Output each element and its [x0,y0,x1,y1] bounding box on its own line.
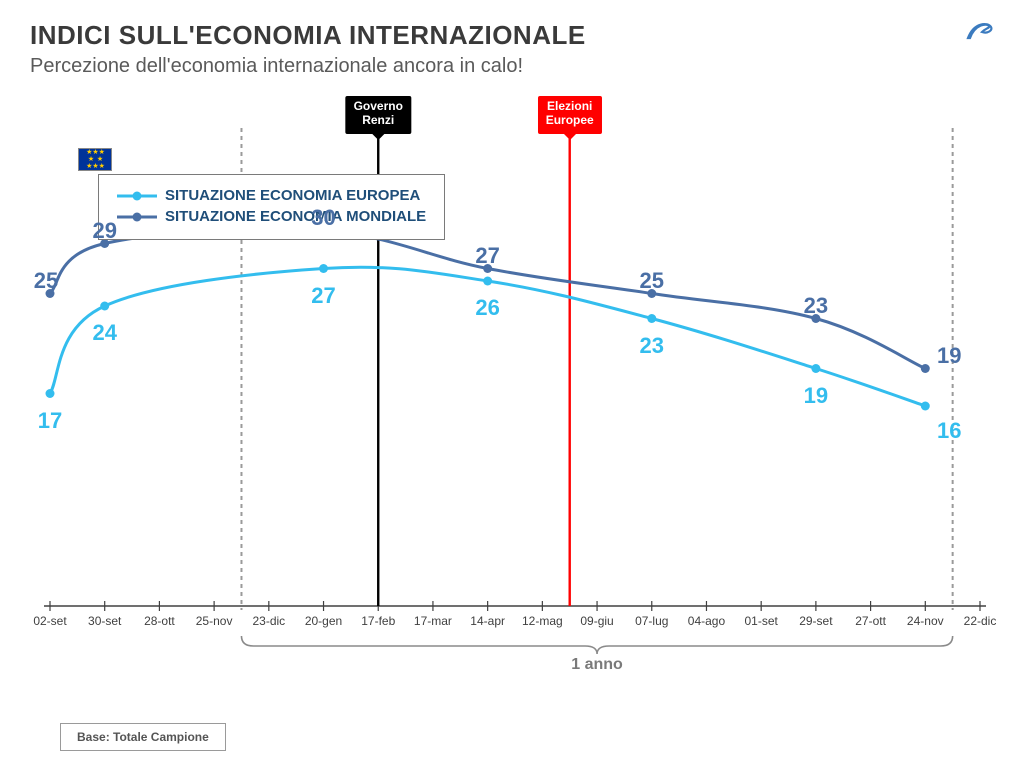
data-point-label: 17 [38,408,62,434]
data-point-label: 27 [475,243,499,269]
legend-swatch-icon [117,189,157,203]
x-tick-label: 04-ago [682,614,730,628]
x-tick-label: 25-nov [190,614,238,628]
data-point-label: 23 [640,333,664,359]
event-marker: Elezioni Europee [538,96,602,134]
data-point-label: 24 [92,320,116,346]
legend-label: SITUAZIONE ECONOMIA EUROPEA [165,187,420,204]
x-tick-label: 12-mag [518,614,566,628]
data-point-label: 25 [34,268,58,294]
x-tick-label: 02-set [26,614,74,628]
x-tick-label: 24-nov [901,614,949,628]
base-note: Base: Totale Campione [60,723,226,751]
x-tick-label: 27-ott [847,614,895,628]
data-point-label: 19 [937,343,961,369]
x-tick-label: 14-apr [464,614,512,628]
data-point-label: 27 [311,283,335,309]
x-tick-label: 28-ott [135,614,183,628]
data-point-label: 23 [804,293,828,319]
chart-legend: SITUAZIONE ECONOMIA EUROPEA SITUAZIONE EC… [98,174,445,240]
legend-swatch-icon [117,210,157,224]
data-point-label: 26 [475,295,499,321]
data-point-label: 16 [937,418,961,444]
legend-item: SITUAZIONE ECONOMIA MONDIALE [117,208,426,225]
eu-flag-icon: ★ ★ ★★ ★★ ★ ★ [78,148,112,171]
legend-item: SITUAZIONE ECONOMIA EUROPEA [117,187,426,204]
page-subtitle: Percezione dell'economia internazionale … [30,55,994,78]
legend-label: SITUAZIONE ECONOMIA MONDIALE [165,208,426,225]
data-point-label: 25 [640,268,664,294]
line-chart: ★ ★ ★★ ★★ ★ ★ SITUAZIONE ECONOMIA EUROPE… [30,96,990,676]
year-span-label: 1 anno [571,656,623,674]
x-tick-label: 07-lug [628,614,676,628]
x-tick-label: 22-dic [956,614,1004,628]
chart-header: INDICI SULL'ECONOMIA INTERNAZIONALE Perc… [30,20,994,78]
x-tick-label: 09-giu [573,614,621,628]
x-tick-label: 01-set [737,614,785,628]
x-tick-label: 29-set [792,614,840,628]
data-point-label: 19 [804,383,828,409]
x-tick-label: 20-gen [300,614,348,628]
x-tick-label: 17-feb [354,614,402,628]
x-tick-label: 30-set [81,614,129,628]
data-point-label: 30 [311,205,335,231]
logo-icon [964,20,994,44]
page-title: INDICI SULL'ECONOMIA INTERNAZIONALE [30,20,994,51]
x-tick-label: 17-mar [409,614,457,628]
event-marker: Governo Renzi [346,96,411,134]
x-tick-label: 23-dic [245,614,293,628]
data-point-label: 29 [92,218,116,244]
